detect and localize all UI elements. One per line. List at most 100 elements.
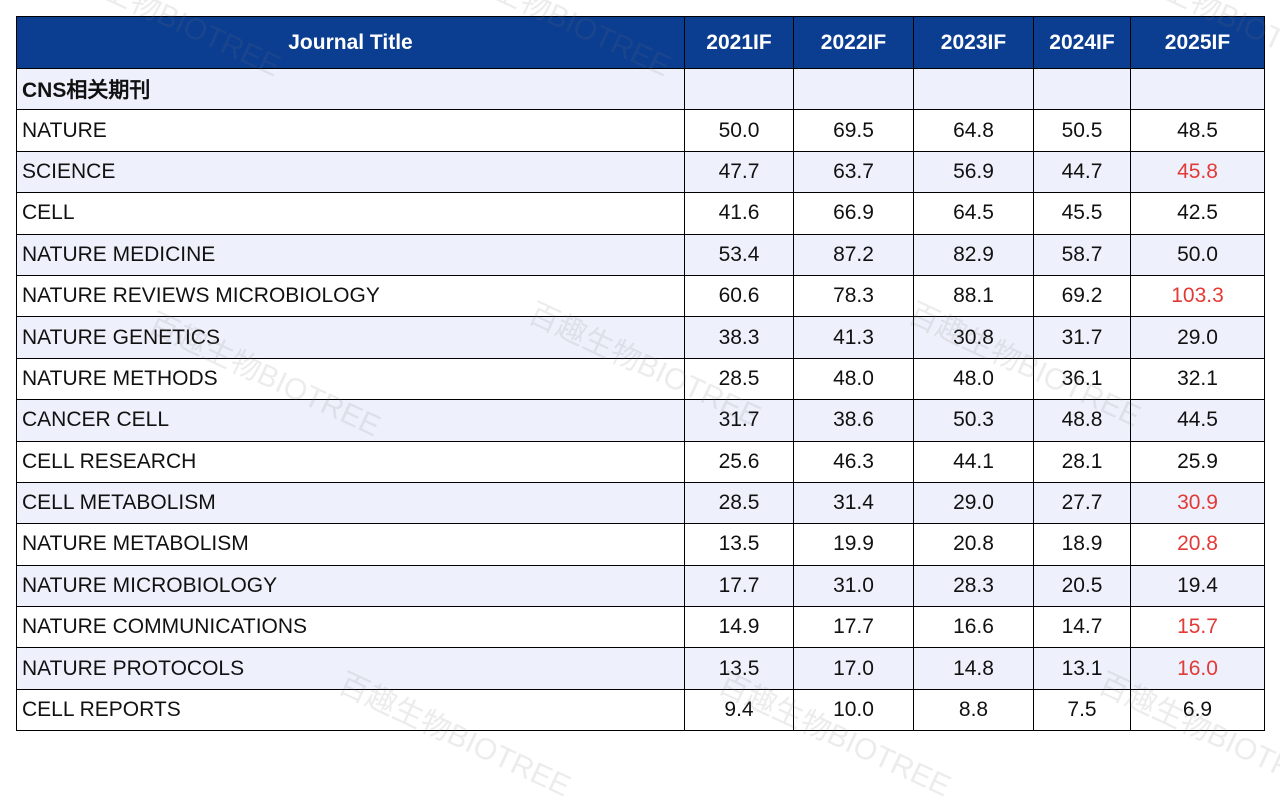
if-value: 25.9 <box>1130 440 1265 483</box>
if-value: 69.5 <box>793 109 914 152</box>
if-value: 17.7 <box>684 564 794 608</box>
if-value: 82.9 <box>913 233 1034 276</box>
journal-name: CELL <box>16 192 685 235</box>
journal-name: NATURE REVIEWS MICROBIOLOGY <box>16 274 685 318</box>
journal-name: NATURE COMMUNICATIONS <box>16 606 685 649</box>
journal-row: NATURE PROTOCOLS 13.5 17.0 14.8 13.1 16.0 <box>16 647 1265 690</box>
if-value: 14.9 <box>684 606 794 649</box>
if-value: 48.8 <box>1033 399 1131 442</box>
if-value: 38.3 <box>684 316 794 359</box>
if-value: 42.5 <box>1130 192 1265 235</box>
if-value: 29.0 <box>1130 316 1265 359</box>
journal-row: NATURE COMMUNICATIONS 14.9 17.7 16.6 14.7 15.… <box>16 606 1265 649</box>
if-value: 16.6 <box>913 606 1034 649</box>
if-value: 103.3 <box>1130 274 1265 318</box>
journal-row: NATURE REVIEWS MICROBIOLOGY 60.6 78.3 88.1 6… <box>16 274 1265 318</box>
header-cell: Journal Title <box>16 16 685 69</box>
journal-name: NATURE METABOLISM <box>16 523 685 566</box>
if-value: 48.0 <box>913 357 1034 401</box>
if-value: 36.1 <box>1033 357 1131 401</box>
journal-name: CELL RESEARCH <box>16 440 685 483</box>
if-value: 31.0 <box>793 564 914 608</box>
if-value: 13.5 <box>684 647 794 690</box>
journal-name: CELL METABOLISM <box>16 481 685 525</box>
journal-name: NATURE <box>16 109 685 152</box>
if-value: 41.3 <box>793 316 914 359</box>
journal-row: NATURE GENETICS 38.3 41.3 30.8 31.7 29.0 <box>16 316 1265 359</box>
if-value: 9.4 <box>684 688 794 732</box>
if-value: 19.4 <box>1130 564 1265 608</box>
header-row: Journal Title 2021IF 2022IF 2023IF 2024IF 202… <box>16 16 1265 69</box>
if-value: 50.0 <box>1130 233 1265 276</box>
if-value: 69.2 <box>1033 274 1131 318</box>
journal-row: CELL RESEARCH 25.6 46.3 44.1 28.1 25.9 <box>16 440 1265 483</box>
journal-name: NATURE MICROBIOLOGY <box>16 564 685 608</box>
journal-row: CANCER CELL 31.7 38.6 50.3 48.8 44.5 <box>16 399 1265 442</box>
if-value: 63.7 <box>793 150 914 194</box>
if-value: 50.5 <box>1033 109 1131 152</box>
if-value: 58.7 <box>1033 233 1131 276</box>
table-body: CNS相关期刊 NATURE 50.0 69.5 64.8 50.5 48.5 SCIENCE… <box>16 67 1265 732</box>
if-value: 66.9 <box>793 192 914 235</box>
empty-cell <box>793 67 914 111</box>
if-value: 31.7 <box>684 399 794 442</box>
if-value: 38.6 <box>793 399 914 442</box>
empty-cell <box>1130 67 1265 111</box>
if-value: 87.2 <box>793 233 914 276</box>
journal-row: NATURE 50.0 69.5 64.8 50.5 48.5 <box>16 109 1265 152</box>
if-value: 28.5 <box>684 481 794 525</box>
if-value: 45.5 <box>1033 192 1131 235</box>
if-value: 47.7 <box>684 150 794 194</box>
if-value: 56.9 <box>913 150 1034 194</box>
journal-name: SCIENCE <box>16 150 685 194</box>
empty-cell <box>913 67 1034 111</box>
journal-row: CELL REPORTS 9.4 10.0 8.8 7.5 6.9 <box>16 688 1265 732</box>
if-value: 13.5 <box>684 523 794 566</box>
journal-name: CELL REPORTS <box>16 688 685 732</box>
if-value: 10.0 <box>793 688 914 732</box>
if-value: 64.8 <box>913 109 1034 152</box>
journal-row: CELL 41.6 66.9 64.5 45.5 42.5 <box>16 192 1265 235</box>
journal-name: NATURE GENETICS <box>16 316 685 359</box>
if-value: 31.4 <box>793 481 914 525</box>
if-value: 20.5 <box>1033 564 1131 608</box>
journal-table: Journal Title 2021IF 2022IF 2023IF 2024IF 202… <box>16 16 1265 732</box>
if-value: 44.7 <box>1033 150 1131 194</box>
journal-row: NATURE METABOLISM 13.5 19.9 20.8 18.9 20.8 <box>16 523 1265 566</box>
if-value: 16.0 <box>1130 647 1265 690</box>
if-value: 17.7 <box>793 606 914 649</box>
if-value: 60.6 <box>684 274 794 318</box>
journal-row: NATURE METHODS 28.5 48.0 48.0 36.1 32.1 <box>16 357 1265 401</box>
if-value: 41.6 <box>684 192 794 235</box>
if-value: 48.5 <box>1130 109 1265 152</box>
if-value: 48.0 <box>793 357 914 401</box>
journal-name: NATURE MEDICINE <box>16 233 685 276</box>
if-value: 64.5 <box>913 192 1034 235</box>
if-value: 46.3 <box>793 440 914 483</box>
if-value: 28.5 <box>684 357 794 401</box>
if-value: 28.3 <box>913 564 1034 608</box>
if-value: 15.7 <box>1130 606 1265 649</box>
journal-row: NATURE MEDICINE 53.4 87.2 82.9 58.7 50.0 <box>16 233 1265 276</box>
empty-cell <box>684 67 794 111</box>
if-value: 50.3 <box>913 399 1034 442</box>
header-cell: 2025IF <box>1130 16 1265 69</box>
journal-name: NATURE METHODS <box>16 357 685 401</box>
if-value: 53.4 <box>684 233 794 276</box>
journal-row: NATURE MICROBIOLOGY 17.7 31.0 28.3 20.5 19.4 <box>16 564 1265 608</box>
header-cell: 2022IF <box>793 16 914 69</box>
if-value: 19.9 <box>793 523 914 566</box>
if-value: 30.9 <box>1130 481 1265 525</box>
if-value: 25.6 <box>684 440 794 483</box>
if-value: 30.8 <box>913 316 1034 359</box>
if-value: 44.5 <box>1130 399 1265 442</box>
journal-row: SCIENCE 47.7 63.7 56.9 44.7 45.8 <box>16 150 1265 194</box>
if-value: 8.8 <box>913 688 1034 732</box>
journal-name: NATURE PROTOCOLS <box>16 647 685 690</box>
if-value: 7.5 <box>1033 688 1131 732</box>
section-row: CNS相关期刊 <box>16 67 1265 111</box>
journal-row: CELL METABOLISM 28.5 31.4 29.0 27.7 30.9 <box>16 481 1265 525</box>
journal-name: CANCER CELL <box>16 399 685 442</box>
if-value: 20.8 <box>1130 523 1265 566</box>
if-value: 88.1 <box>913 274 1034 318</box>
